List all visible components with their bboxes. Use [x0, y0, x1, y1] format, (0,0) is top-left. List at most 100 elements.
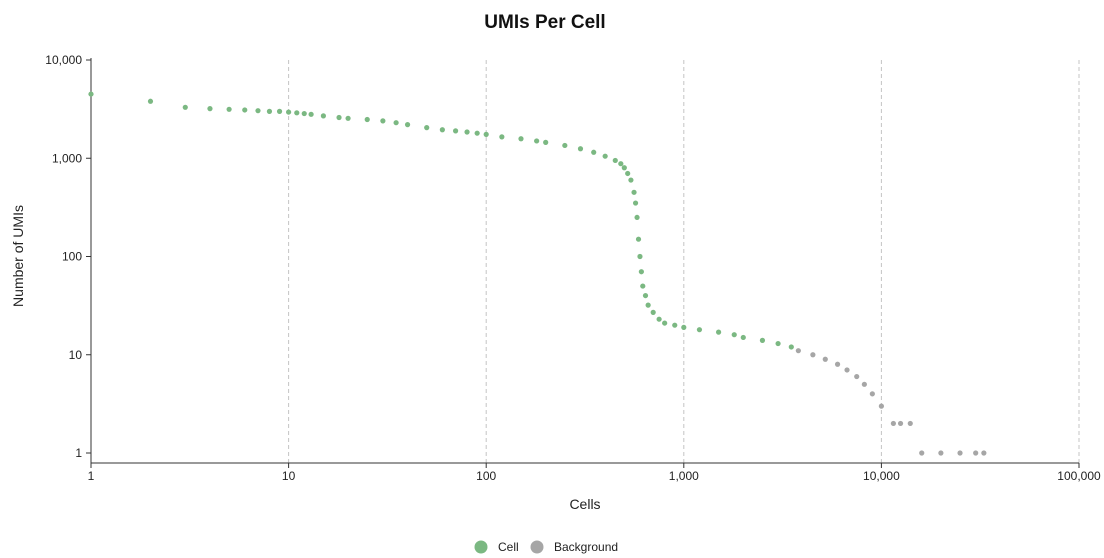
cell-point [612, 157, 618, 164]
x-tick-label: 10,000 [863, 469, 900, 483]
cell-point [404, 122, 411, 128]
background-point [907, 420, 913, 427]
cell-point [662, 320, 668, 326]
cell-point [696, 327, 703, 333]
cell-point [631, 189, 637, 195]
cell-point [650, 309, 656, 315]
cell-point [308, 111, 314, 117]
cell-point [672, 322, 678, 328]
cell-point [364, 116, 370, 123]
cell-point [294, 110, 300, 116]
background-point [854, 373, 860, 380]
data-points [88, 91, 987, 456]
cell-point [320, 113, 326, 119]
cell-point [182, 104, 188, 110]
cell-point [474, 130, 480, 136]
x-tick-label: 1,000 [669, 469, 699, 483]
background-point [795, 348, 801, 354]
background-point [938, 450, 944, 456]
cell-point [286, 109, 292, 115]
cell-point [621, 165, 627, 171]
x-tick-label: 10 [282, 469, 296, 483]
cell-point [147, 98, 154, 104]
background-point [981, 450, 987, 456]
cell-point [88, 91, 94, 97]
cell-point [642, 292, 649, 299]
cell-point [731, 332, 737, 338]
cell-point [276, 108, 283, 114]
cell-point [788, 344, 794, 350]
background-point [890, 420, 896, 427]
x-tick-label: 100,000 [1057, 469, 1101, 483]
background-point [957, 450, 963, 456]
background-point [869, 391, 875, 397]
cell-point [640, 283, 646, 289]
cell-point [625, 170, 631, 177]
cell-point [759, 337, 766, 343]
background-point [844, 367, 850, 373]
cell-point [634, 214, 640, 221]
y-tick-label: 10 [69, 348, 83, 362]
chart-title: UMIs Per Cell [484, 12, 605, 33]
cell-point [439, 127, 445, 133]
cell-point [301, 110, 307, 117]
cell-point [380, 118, 386, 124]
cell-point [242, 107, 248, 113]
cell-point [638, 269, 644, 275]
background-point [822, 356, 828, 362]
cell-point [226, 106, 232, 112]
x-tick-label: 100 [476, 469, 496, 483]
axes: 1 10 100 1,000 10,000 100,000 1 10 100 1,000 10,00… [45, 53, 1101, 483]
legend-marker-cell [474, 540, 488, 554]
cell-point [483, 131, 489, 137]
cell-point [255, 108, 261, 114]
cell-point [715, 329, 722, 335]
background-point [878, 403, 885, 409]
y-tick-label: 1,000 [52, 151, 82, 165]
cell-point [632, 200, 639, 206]
cell-point [534, 138, 540, 144]
y-tick-label: 1 [75, 446, 82, 460]
background-point [834, 361, 841, 367]
background-point [810, 352, 816, 358]
cell-point [499, 134, 505, 140]
background-point [861, 381, 867, 387]
legend: Cell Background [474, 540, 618, 554]
legend-label-cell: Cell [498, 540, 519, 554]
cell-point [645, 302, 651, 308]
background-point [973, 450, 979, 456]
cell-point [577, 146, 584, 152]
cell-point [393, 120, 399, 126]
cell-point [452, 128, 459, 134]
cell-point [345, 115, 351, 121]
y-tick-label: 100 [62, 250, 82, 264]
cell-point [740, 334, 746, 341]
gridlines [90, 60, 1080, 463]
cell-point [464, 129, 470, 135]
x-axis-title: Cells [569, 496, 600, 512]
cell-point [618, 161, 624, 167]
cell-point [518, 136, 524, 142]
cell-point [681, 324, 687, 330]
background-point [919, 450, 925, 456]
cell-point [562, 142, 568, 149]
cell-point [424, 125, 430, 131]
cell-point [207, 106, 213, 112]
cell-point [602, 153, 608, 159]
y-axis-title: Number of UMIs [10, 205, 26, 307]
cell-point [543, 139, 549, 145]
cell-point [336, 114, 342, 121]
legend-label-background: Background [554, 540, 618, 554]
cell-point [635, 236, 642, 242]
x-tick-label: 1 [88, 469, 95, 483]
y-tick-label: 10,000 [45, 53, 82, 67]
cell-point [656, 316, 662, 322]
background-point [897, 420, 904, 427]
cell-point [628, 177, 634, 183]
cell-point [266, 108, 273, 114]
legend-marker-background [530, 540, 544, 554]
cell-point [591, 149, 597, 155]
cell-point [637, 253, 643, 260]
cell-point [775, 340, 781, 347]
